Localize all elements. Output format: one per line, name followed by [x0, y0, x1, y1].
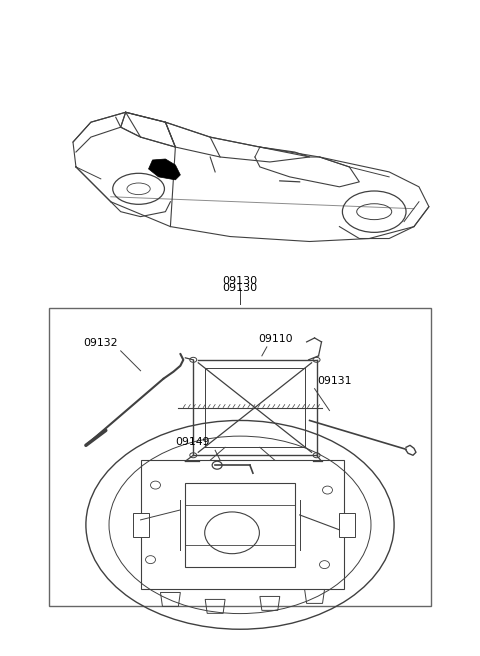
Text: 09131: 09131: [318, 376, 352, 386]
Text: 09149: 09149: [175, 438, 210, 447]
Bar: [132, 513, 148, 537]
Text: 09132: 09132: [83, 338, 118, 348]
Text: 09110: 09110: [258, 334, 292, 344]
Polygon shape: [148, 159, 180, 180]
Text: 09130: 09130: [222, 283, 258, 293]
Text: 09130: 09130: [222, 276, 258, 286]
Bar: [339, 513, 355, 537]
Bar: [49, 308, 431, 606]
